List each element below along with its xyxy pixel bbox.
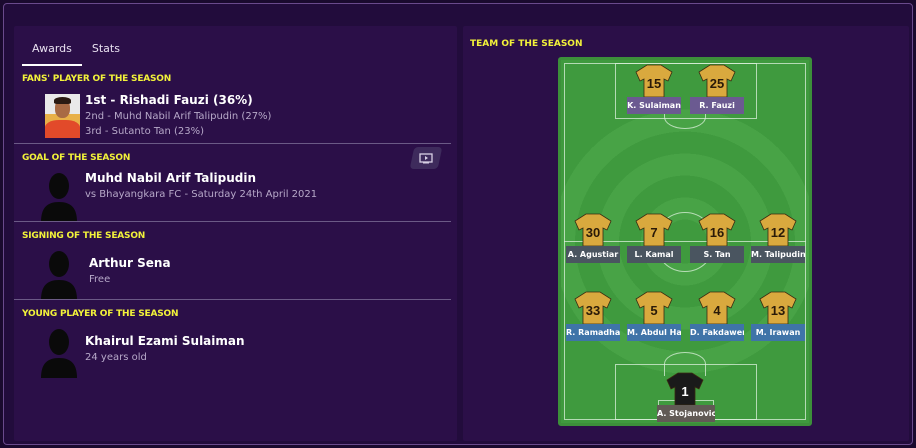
shirt-number: 16 <box>710 225 724 240</box>
goal-detail: vs Bhayangkara FC - Saturday 24th April … <box>85 189 318 200</box>
fans-third[interactable]: 3rd - Sutanto Tan (23%) <box>85 126 205 137</box>
shirt-icon: 25 <box>698 64 736 97</box>
section-title-team: TEAM OF THE SEASON <box>470 39 583 49</box>
shirt-number: 13 <box>771 303 785 318</box>
player-midfield[interactable]: 30 A. Agustiar <box>565 213 621 263</box>
tab-awards[interactable]: Awards <box>22 42 82 66</box>
player-name[interactable]: K. Sulaiman <box>627 97 681 114</box>
young-detail: 24 years old <box>85 352 147 363</box>
player-defence[interactable]: 13 M. Irawan <box>750 291 806 341</box>
player-silhouette-icon <box>41 251 77 300</box>
shirt-icon: 15 <box>635 64 673 97</box>
player-midfield[interactable]: 16 S. Tan <box>689 213 745 263</box>
player-name[interactable]: M. Irawan <box>751 324 805 341</box>
player-goalkeeper[interactable]: 1 A. Stojanovic <box>657 372 715 422</box>
shirt-number: 12 <box>771 225 785 240</box>
fans-second[interactable]: 2nd - Muhd Nabil Arif Talipudin (27%) <box>85 111 272 122</box>
divider <box>14 221 451 222</box>
shirt-number: 30 <box>586 225 600 240</box>
section-title-young-player: YOUNG PLAYER OF THE SEASON <box>22 309 179 319</box>
divider <box>14 299 451 300</box>
shirt-icon: 16 <box>698 213 736 246</box>
signing-player[interactable]: Arthur Sena <box>89 256 171 270</box>
young-player[interactable]: Khairul Ezami Sulaiman <box>85 334 245 348</box>
player-defence[interactable]: 33 R. Ramadhan <box>565 291 621 341</box>
player-midfield[interactable]: 12 M. Talipudin <box>750 213 806 263</box>
player-name[interactable]: L. Kamal <box>627 246 681 263</box>
team-of-season-panel: TEAM OF THE SEASON 15 K. Sulaiman 25 R. Fau… <box>463 26 909 441</box>
signing-detail: Free <box>89 274 111 285</box>
window-frame: Awards Stats FANS' PLAYER OF THE SEASON … <box>3 3 913 445</box>
player-defence[interactable]: 4 D. Fakdawer <box>689 291 745 341</box>
shirt-number: 5 <box>650 303 657 318</box>
divider <box>14 143 451 144</box>
section-title-signing: SIGNING OF THE SEASON <box>22 231 146 241</box>
shirt-icon: 1 <box>666 372 704 405</box>
penalty-arc-top <box>664 105 706 129</box>
shirt-number: 15 <box>647 76 661 91</box>
awards-panel: Awards Stats FANS' PLAYER OF THE SEASON … <box>14 26 457 441</box>
watch-goal-button[interactable] <box>409 147 443 169</box>
shirt-icon: 12 <box>759 213 797 246</box>
player-silhouette-icon <box>41 173 77 222</box>
penalty-arc-bottom <box>664 352 706 376</box>
player-striker[interactable]: 15 K. Sulaiman <box>626 64 682 114</box>
tv-play-icon <box>419 153 433 164</box>
shirt-number: 7 <box>650 225 657 240</box>
shirt-number: 25 <box>710 76 724 91</box>
player-midfield[interactable]: 7 L. Kamal <box>626 213 682 263</box>
tab-bar: Awards Stats <box>22 42 130 66</box>
fans-first[interactable]: 1st - Rishadi Fauzi (36%) <box>85 93 253 107</box>
section-title-goal: GOAL OF THE SEASON <box>22 153 131 163</box>
player-name[interactable]: S. Tan <box>690 246 744 263</box>
section-title-fans-player: FANS' PLAYER OF THE SEASON <box>22 74 172 84</box>
shirt-number: 33 <box>586 303 600 318</box>
shirt-icon: 7 <box>635 213 673 246</box>
shirt-icon: 30 <box>574 213 612 246</box>
shirt-icon: 33 <box>574 291 612 324</box>
shirt-icon: 13 <box>759 291 797 324</box>
player-defence[interactable]: 5 M. Abdul Halim <box>626 291 682 341</box>
player-photo[interactable] <box>45 94 80 138</box>
player-striker[interactable]: 25 R. Fauzi <box>689 64 745 114</box>
shirt-number: 4 <box>713 303 721 318</box>
player-silhouette-icon <box>41 329 77 378</box>
shirt-icon: 5 <box>635 291 673 324</box>
player-name[interactable]: A. Stojanovic <box>657 405 715 422</box>
player-name[interactable]: D. Fakdawer <box>690 324 744 341</box>
player-name[interactable]: M. Abdul Halim <box>627 324 681 341</box>
shirt-number: 1 <box>681 384 688 399</box>
player-name[interactable]: R. Ramadhan <box>566 324 620 341</box>
shirt-icon: 4 <box>698 291 736 324</box>
player-name[interactable]: R. Fauzi <box>690 97 744 114</box>
pitch: 15 K. Sulaiman 25 R. Fauzi 30 A. Agustiar 7 L. … <box>558 57 812 426</box>
goal-player[interactable]: Muhd Nabil Arif Talipudin <box>85 171 256 185</box>
player-name[interactable]: A. Agustiar <box>566 246 620 263</box>
player-name[interactable]: M. Talipudin <box>751 246 805 263</box>
tab-stats[interactable]: Stats <box>91 42 120 55</box>
